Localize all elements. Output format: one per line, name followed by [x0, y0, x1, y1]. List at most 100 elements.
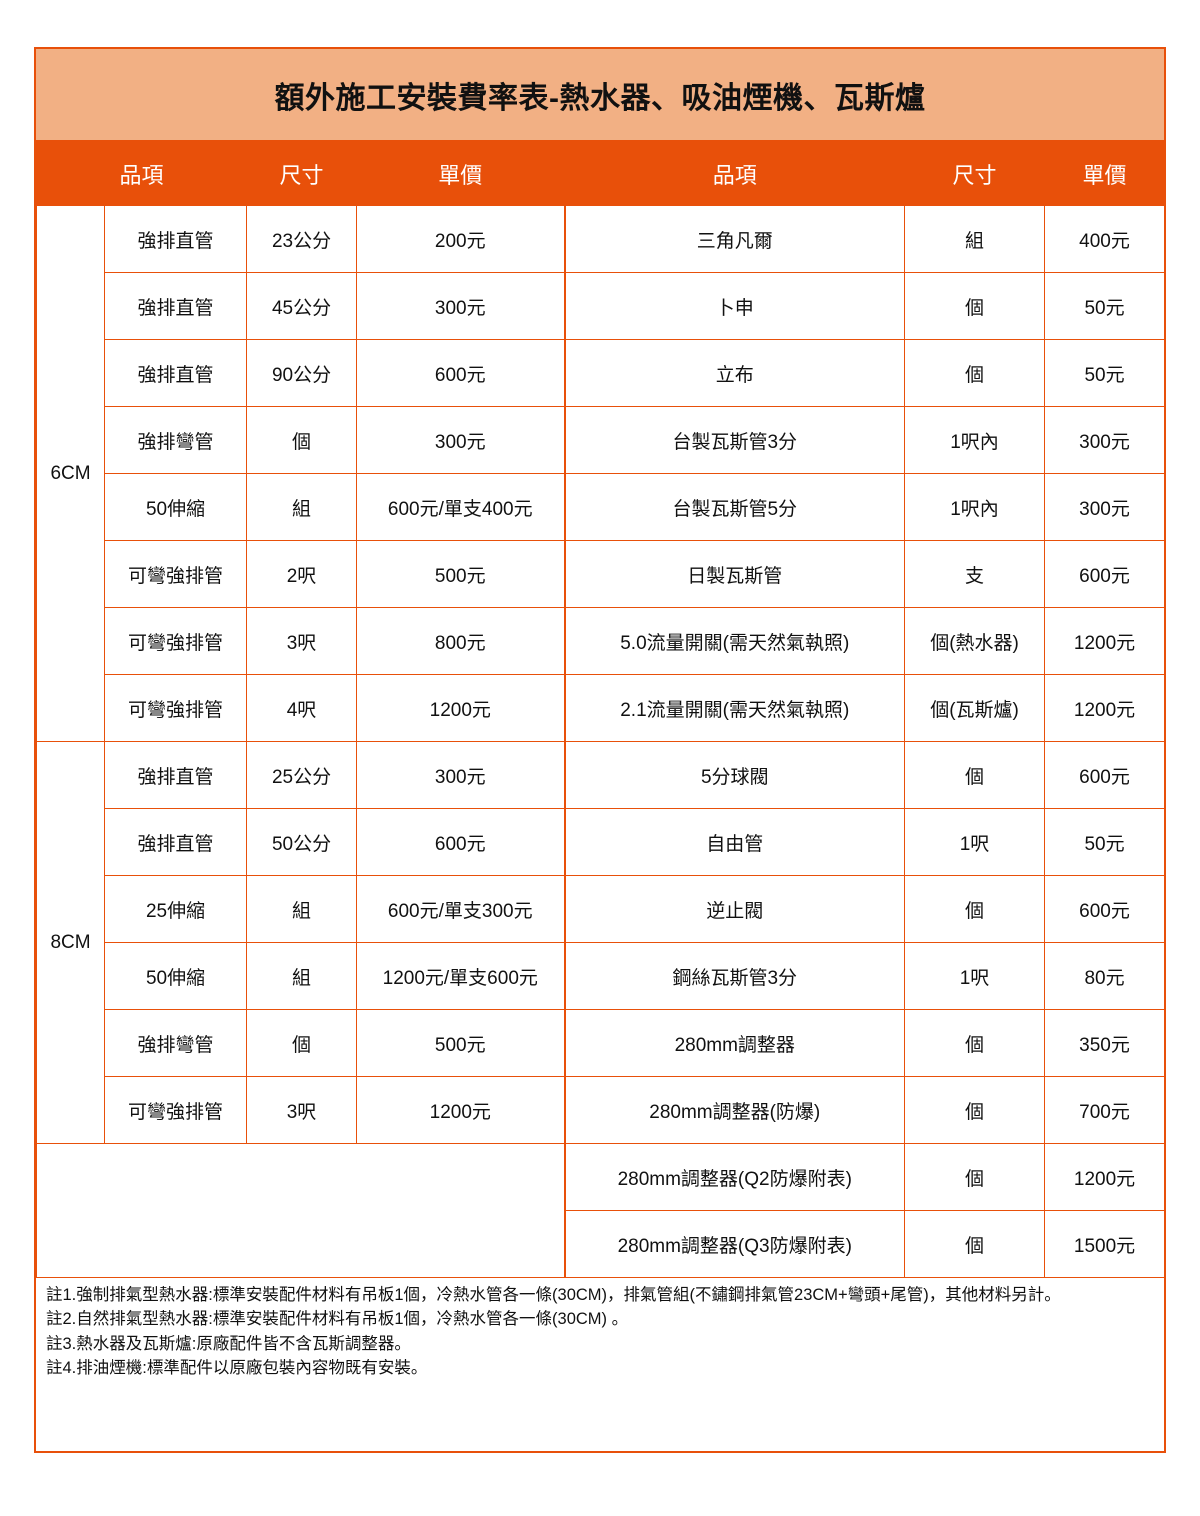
right-size: 個	[904, 1210, 1046, 1278]
left-item: 可彎強排管	[103, 540, 248, 608]
right-price: 350元	[1044, 1009, 1166, 1077]
right-size: 1呎內	[904, 473, 1046, 541]
left-price: 500元	[356, 1009, 566, 1077]
left-price: 800元	[356, 607, 566, 675]
right-item: 5.0流量開關(需天然氣執照)	[563, 607, 906, 675]
table-row: 6CM 強排直管 23公分 200元 三角凡爾 組 400元	[36, 205, 1166, 742]
left-item: 強排直管	[103, 339, 248, 407]
left-price: 600元	[356, 808, 566, 876]
rate-table-sheet: 額外施工安裝費率表-熱水器、吸油煙機、瓦斯爐 品項 尺寸 單價 品項 尺寸	[34, 47, 1166, 1453]
right-size: 個(瓦斯爐)	[904, 674, 1046, 742]
right-size: 1呎	[904, 808, 1046, 876]
left-price: 600元	[356, 339, 566, 407]
right-item: 逆止閥	[563, 875, 906, 943]
right-size: 個	[904, 339, 1046, 407]
left-price: 1200元	[356, 674, 566, 742]
right-size: 個(熱水器)	[904, 607, 1046, 675]
left-size: 組	[246, 473, 358, 541]
table-row: 8CM 強排直管 25公分 300元 5分球閥 個 600元	[36, 741, 1166, 1144]
left-size: 90公分	[246, 339, 358, 407]
left-price: 1200元/單支600元	[356, 942, 566, 1010]
left-size: 2呎	[246, 540, 358, 608]
left-item: 強排直管	[103, 741, 248, 809]
header-left-price: 單價	[356, 142, 566, 206]
right-size: 個	[904, 1076, 1046, 1144]
left-item: 可彎強排管	[103, 674, 248, 742]
right-price: 400元	[1044, 205, 1166, 273]
left-price: 300元	[356, 741, 566, 809]
rate-table: 品項 尺寸 單價 品項 尺寸 單價 6CM 強排直管 23公分 200元 三角凡…	[35, 142, 1166, 1278]
left-size: 組	[246, 875, 358, 943]
table-row: 280mm調整器(Q3防爆附表) 個 1500元	[37, 1210, 1166, 1278]
table-row: 強排直管 45公分 300元 卜申 個 50元	[37, 272, 1166, 340]
right-item: 日製瓦斯管	[563, 540, 906, 608]
left-item: 可彎強排管	[103, 1076, 248, 1144]
left-item: 強排直管	[103, 808, 248, 876]
right-size: 個	[904, 272, 1046, 340]
left-size: 25公分	[246, 741, 358, 809]
header-right-price: 單價	[1044, 142, 1166, 206]
table-row: 可彎強排管 3呎 1200元 280mm調整器(防爆) 個 700元	[37, 1076, 1166, 1144]
left-item: 50伸縮	[103, 473, 248, 541]
right-price: 80元	[1044, 942, 1166, 1010]
right-size: 組	[904, 205, 1046, 273]
left-item: 強排直管	[103, 205, 248, 273]
table-row: 強排直管 90公分 600元 立布 個 50元	[37, 339, 1166, 407]
right-item: 280mm調整器	[563, 1009, 906, 1077]
table-body: 6CM 強排直管 23公分 200元 三角凡爾 組 400元 強排直管 45公分…	[35, 205, 1166, 1278]
right-price: 50元	[1044, 339, 1166, 407]
right-price: 50元	[1044, 272, 1166, 340]
left-size: 個	[246, 1009, 358, 1077]
right-item: 280mm調整器(Q2防爆附表)	[563, 1143, 906, 1211]
page-title: 額外施工安裝費率表-熱水器、吸油煙機、瓦斯爐	[274, 81, 926, 115]
left-size: 4呎	[246, 674, 358, 742]
left-price: 600元/單支400元	[356, 473, 566, 541]
left-item: 強排彎管	[103, 406, 248, 474]
right-size: 個	[904, 741, 1046, 809]
right-price: 1200元	[1044, 607, 1166, 675]
left-size: 個	[246, 406, 358, 474]
right-price: 300元	[1044, 473, 1166, 541]
table-row: 可彎強排管 2呎 500元 日製瓦斯管 支 600元	[37, 540, 1166, 608]
note-3: 註3.熱水器及瓦斯爐:原廠配件皆不含瓦斯調整器。	[46, 1334, 411, 1353]
header-left-size: 尺寸	[246, 142, 358, 206]
left-item: 50伸縮	[103, 942, 248, 1010]
right-price: 300元	[1044, 406, 1166, 474]
table-row: 可彎強排管 3呎 800元 5.0流量開關(需天然氣執照) 個(熱水器) 120…	[37, 607, 1166, 675]
table-row: 25伸縮 組 600元/單支300元 逆止閥 個 600元	[37, 875, 1166, 943]
header-right-size: 尺寸	[904, 142, 1046, 206]
table-row: 強排彎管 個 300元 台製瓦斯管3分 1呎內 300元	[37, 406, 1166, 474]
left-price: 300元	[356, 272, 566, 340]
left-size: 組	[246, 942, 358, 1010]
note-1: 註1.強制排氣型熱水器:標準安裝配件材料有吊板1個，冷熱水管各一條(30CM)，…	[46, 1286, 1061, 1304]
left-price: 300元	[356, 406, 566, 474]
right-size: 支	[904, 540, 1046, 608]
right-item: 5分球閥	[563, 741, 906, 809]
right-item: 立布	[563, 339, 906, 407]
table-row: 50伸縮 組 1200元/單支600元 鋼絲瓦斯管3分 1呎 80元	[37, 942, 1166, 1010]
header-left-item: 品項	[35, 142, 248, 206]
right-price: 50元	[1044, 808, 1166, 876]
right-item: 三角凡爾	[563, 205, 906, 273]
table-header-row: 品項 尺寸 單價 品項 尺寸 單價	[35, 142, 1166, 206]
right-size: 1呎內	[904, 406, 1046, 474]
right-item: 2.1流量開關(需天然氣執照)	[563, 674, 906, 742]
left-price: 600元/單支300元	[356, 875, 566, 943]
right-item: 台製瓦斯管5分	[563, 473, 906, 541]
right-price: 600元	[1044, 741, 1166, 809]
right-item: 280mm調整器(Q3防爆附表)	[563, 1210, 906, 1278]
left-item: 25伸縮	[103, 875, 248, 943]
right-item: 卜申	[563, 272, 906, 340]
title-band: 額外施工安裝費率表-熱水器、吸油煙機、瓦斯爐	[36, 49, 1164, 142]
note-2: 註2.自然排氣型熱水器:標準安裝配件材料有吊板1個，冷熱水管各一條(30CM) …	[46, 1310, 629, 1329]
right-price: 600元	[1044, 875, 1166, 943]
header-right-item: 品項	[563, 142, 906, 206]
left-size: 3呎	[246, 607, 358, 675]
right-price: 700元	[1044, 1076, 1166, 1144]
table-row: 強排彎管 個 500元 280mm調整器 個 350元	[37, 1009, 1166, 1077]
right-item: 280mm調整器(防爆)	[563, 1076, 906, 1144]
right-price: 1500元	[1044, 1210, 1166, 1278]
right-item: 自由管	[563, 808, 906, 876]
table-row: 280mm調整器(Q2防爆附表) 個 1200元	[35, 1143, 1166, 1278]
